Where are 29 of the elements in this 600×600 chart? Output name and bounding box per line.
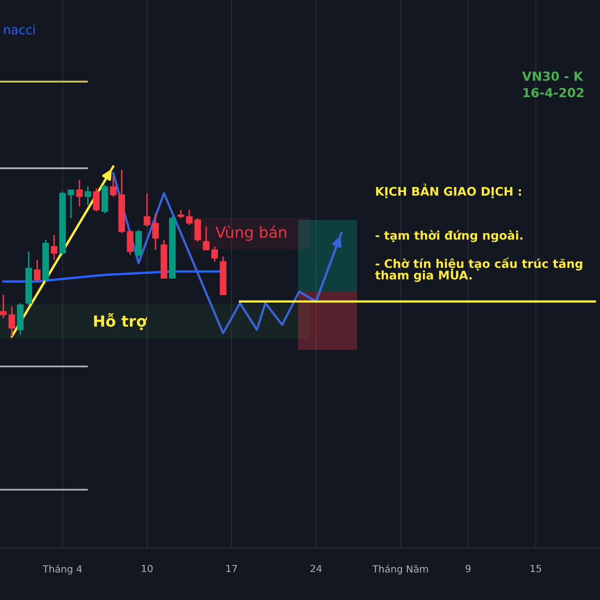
candlestick xyxy=(0,294,7,319)
x-tick-label: 15 xyxy=(530,564,542,572)
x-tick-label: Tháng Năm xyxy=(372,564,428,574)
x-tick-label: Tháng 4 xyxy=(42,564,82,574)
candlestick xyxy=(135,229,142,258)
annotation: KỊCH BẢN GIAO DỊCH : xyxy=(376,184,521,198)
candlestick xyxy=(211,246,218,262)
x-tick-label: 10 xyxy=(142,564,153,572)
candlestick xyxy=(50,234,58,261)
x-tick-label: 24 xyxy=(310,564,322,572)
candlestick xyxy=(34,259,40,282)
candlestick xyxy=(8,306,16,338)
x-tick-label: 17 xyxy=(226,564,237,572)
band-label: Vùng bán xyxy=(216,225,286,241)
x-tick-label: 9 xyxy=(466,564,471,572)
candlestick xyxy=(126,229,134,256)
candlestick xyxy=(110,176,117,198)
annotation: - tạm thời đứng ngoài. xyxy=(376,230,522,242)
annotation: - Chờ tín hiệu tạo cấu trúc tăng tham gia MUA. xyxy=(375,258,582,282)
candlestick xyxy=(84,186,92,206)
candlestick xyxy=(93,188,100,212)
band-label: Hỗ trợ xyxy=(94,313,147,330)
candlestick xyxy=(186,209,193,226)
text: VN30 - K xyxy=(522,71,584,81)
candlestick xyxy=(194,218,202,242)
text: nacci xyxy=(4,24,35,34)
candlestick xyxy=(202,226,210,251)
text: 16-4-202 xyxy=(523,88,584,98)
candlestick xyxy=(76,179,83,208)
